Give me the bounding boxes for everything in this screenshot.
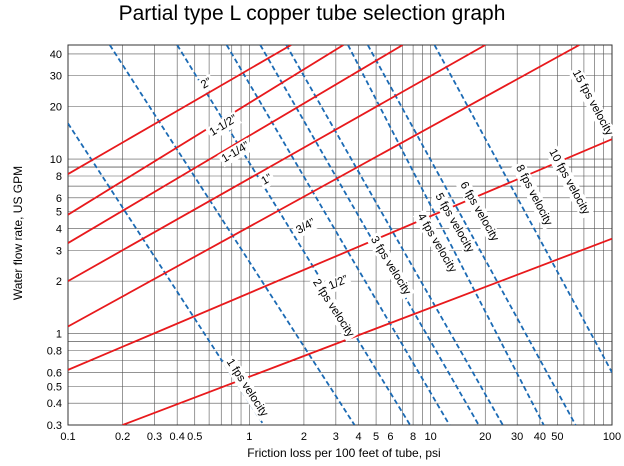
tube-size-line: [68, 45, 344, 216]
y-tick-label: 3: [56, 245, 62, 257]
x-tick-label: 30: [511, 431, 523, 443]
curve-label-background: [292, 214, 320, 239]
tube-size-label: 1-1/2”: [208, 113, 240, 139]
y-tick-label: 10: [50, 154, 62, 166]
curve-label-background: [567, 65, 617, 141]
y-tick-label: 0.3: [47, 420, 62, 432]
x-tick-label: 4: [355, 431, 361, 443]
y-tick-label: 6: [56, 193, 62, 205]
x-tick-label: 5: [373, 431, 379, 443]
x-tick-label: 40: [534, 431, 546, 443]
tube-size-line: [68, 45, 580, 328]
tube-size-label: 2”: [199, 76, 214, 92]
velocity-line: [367, 45, 577, 425]
x-tick-label: 6: [387, 431, 393, 443]
x-tick-label: 10: [425, 431, 437, 443]
velocity-line: [285, 45, 504, 425]
curve-label-background: [324, 271, 353, 295]
x-tick-label: 1: [246, 431, 252, 443]
x-tick-label: 0.1: [60, 431, 75, 443]
curve-label-background: [430, 189, 479, 258]
velocity-line: [259, 45, 480, 425]
curve-label-background: [412, 209, 461, 278]
chart-title: Partial type L copper tube selection gra…: [118, 2, 506, 25]
curve-label-background: [544, 144, 594, 220]
y-tick-label: 40: [50, 49, 62, 61]
tube-size-line: [68, 45, 486, 282]
y-tick-label: 1: [56, 329, 62, 341]
x-tick-label: 50: [551, 431, 563, 443]
x-tick-label: 0.2: [115, 431, 130, 443]
x-tick-label: 20: [479, 431, 491, 443]
y-tick-label: 0.5: [47, 381, 62, 393]
velocity-label: 15 fps velocity: [570, 68, 615, 138]
velocity-line: [109, 45, 356, 425]
y-tick-label: 30: [50, 71, 62, 83]
y-tick-label: 2: [56, 276, 62, 288]
x-tick-label: 3: [333, 431, 339, 443]
tube-size-line: [68, 45, 292, 175]
curve-label-background: [196, 74, 217, 94]
x-tick-label: 0.5: [187, 431, 202, 443]
x-axis-label: Friction loss per 100 feet of tube, psi: [247, 446, 441, 460]
tube-size-label: 1”: [260, 172, 275, 188]
curve-label-background: [221, 354, 273, 422]
x-tick-label: 100: [603, 431, 621, 443]
tube-size-line: [122, 237, 612, 425]
x-tick-label: 8: [410, 431, 416, 443]
tube-size-line: [68, 45, 404, 244]
curve-label-background: [511, 160, 557, 231]
velocity-line: [433, 45, 612, 373]
curve-label-background: [257, 170, 277, 190]
curve-label-background: [205, 110, 242, 141]
velocity-line: [176, 45, 411, 425]
y-tick-label: 8: [56, 171, 62, 183]
velocity-label: 1 fps velocity: [224, 357, 270, 419]
y-tick-label: 4: [56, 224, 62, 236]
y-axis-label: Water flow rate, US GPM: [11, 165, 25, 301]
y-tick-label: 0.8: [47, 346, 62, 358]
curve-label-background: [365, 232, 415, 300]
x-tick-label: 0.4: [170, 431, 185, 443]
velocity-line: [347, 45, 545, 425]
y-tick-label: 0.6: [47, 367, 62, 379]
plot-frame: [67, 44, 613, 426]
y-tick-label: 0.4: [47, 398, 62, 410]
x-tick-label: 0.3: [147, 431, 162, 443]
velocity-line: [225, 45, 451, 425]
y-tick-label: 20: [50, 101, 62, 113]
curve-label-background: [308, 274, 359, 342]
x-tick-label: 2: [301, 431, 307, 443]
curve-label-background: [217, 137, 254, 168]
y-tick-label: 5: [56, 207, 62, 219]
curve-label-background: [455, 177, 503, 246]
